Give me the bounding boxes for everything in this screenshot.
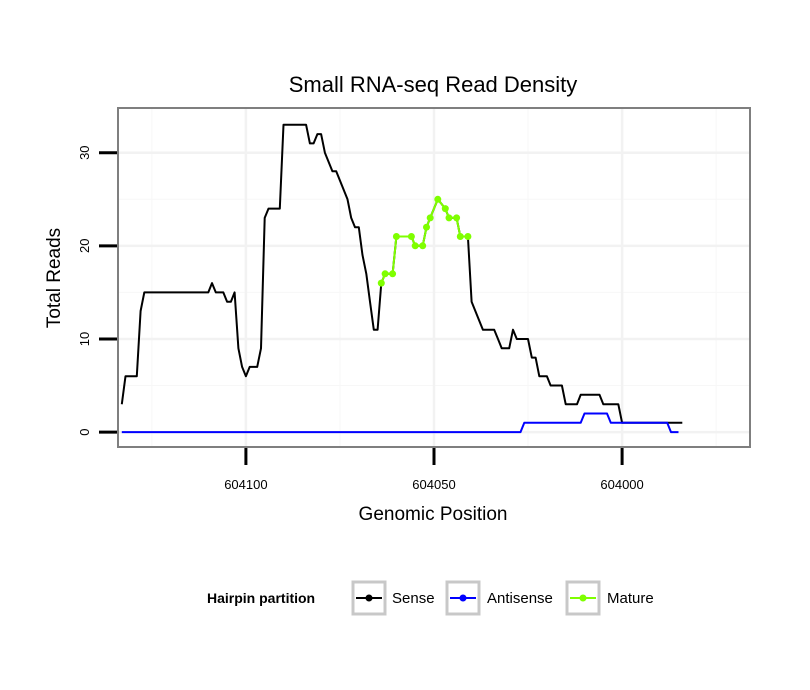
grid-lines	[119, 109, 749, 446]
data-point-mature	[419, 242, 427, 250]
legend-title: Hairpin partition	[207, 590, 315, 606]
data-point-mature	[456, 233, 464, 240]
legend-label-mature: Mature	[607, 590, 654, 607]
x-axis-title: Genomic Position	[359, 504, 508, 525]
data-point-mature	[445, 214, 453, 222]
legend-key-point	[459, 594, 467, 602]
x-tick-label: 604100	[224, 477, 267, 492]
legend: Hairpin partition Sense Antisense Mature	[207, 580, 654, 616]
data-point-mature	[392, 233, 400, 240]
data-point-mature	[441, 205, 449, 213]
legend-label-antisense: Antisense	[487, 590, 553, 607]
x-axis: 604100 604050 604000	[224, 448, 644, 492]
y-tick-label: 30	[77, 145, 92, 159]
series-line-antisense	[121, 412, 679, 434]
legend-item-sense: Sense	[351, 580, 435, 616]
x-tick-label: 604000	[600, 477, 643, 492]
data-point-mature	[377, 279, 385, 287]
data-series	[120, 123, 683, 434]
data-point-mature	[381, 270, 389, 278]
data-point-mature	[407, 233, 415, 240]
data-point-mature	[434, 195, 442, 203]
x-tick-label: 604050	[412, 477, 455, 492]
legend-item-antisense: Antisense	[445, 580, 553, 616]
data-point-mature	[426, 214, 434, 222]
y-tick-label: 0	[77, 428, 92, 435]
y-axis: 0 10 20 30	[77, 145, 117, 436]
data-point-mature	[389, 270, 397, 278]
y-axis-title: Total Reads	[44, 228, 65, 328]
legend-item-mature: Mature	[565, 580, 654, 616]
y-tick-label: 20	[77, 239, 92, 253]
legend-key-point	[365, 594, 373, 602]
y-tick-label: 10	[77, 332, 92, 346]
legend-key-point	[579, 594, 587, 602]
legend-label-sense: Sense	[392, 590, 435, 607]
data-point-mature	[423, 223, 430, 231]
data-point-mature	[411, 242, 419, 250]
data-point-mature	[453, 214, 461, 222]
chart-title: Small RNA-seq Read Density	[289, 72, 578, 97]
data-point-mature	[464, 233, 472, 240]
